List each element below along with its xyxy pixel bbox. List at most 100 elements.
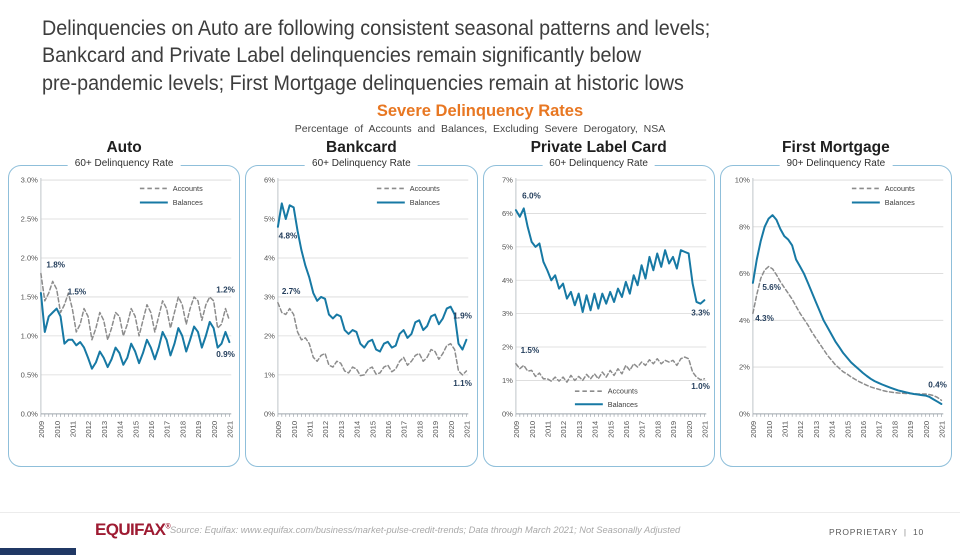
svg-text:4%: 4%: [264, 253, 275, 262]
svg-text:2015: 2015: [606, 421, 615, 438]
svg-text:2019: 2019: [906, 421, 915, 438]
svg-text:1.5%: 1.5%: [520, 346, 539, 355]
slide: { "slide": { "title_lines": [ "Delinquen…: [0, 15, 960, 555]
svg-text:6%: 6%: [264, 176, 275, 185]
chart-panel-bankcard: 60+ Delinquency Rate 0% 1% 2% 3% 4% 5% 6% 2009 2…: [245, 157, 478, 467]
svg-text:2013: 2013: [100, 421, 109, 438]
title-line: Bankcard and Private Label delinquencies…: [42, 44, 642, 68]
proprietary-label: PROPRIETARY: [828, 527, 898, 537]
svg-text:2016: 2016: [147, 421, 156, 438]
svg-text:2019: 2019: [669, 421, 678, 438]
svg-text:2014: 2014: [116, 421, 125, 438]
svg-text:5%: 5%: [264, 214, 275, 223]
svg-text:3%: 3%: [501, 309, 512, 318]
svg-text:2020: 2020: [922, 421, 931, 438]
svg-text:10%: 10%: [735, 176, 750, 185]
chart-canvas-first-mortgage: 0% 2% 4% 6% 8% 10% 2009 2010 2011 2012 2013 2014 201…: [722, 167, 950, 465]
svg-text:4.3%: 4.3%: [755, 314, 774, 323]
proprietary-block: PROPRIETARY | 10: [829, 527, 924, 537]
svg-text:2011: 2011: [69, 421, 78, 437]
svg-text:3%: 3%: [264, 292, 275, 301]
svg-text:2014: 2014: [827, 421, 836, 438]
svg-text:Accounts: Accounts: [607, 387, 637, 396]
svg-text:2011: 2011: [306, 421, 315, 437]
svg-text:4%: 4%: [501, 276, 512, 285]
svg-text:2015: 2015: [843, 421, 852, 438]
svg-text:Balances: Balances: [607, 400, 637, 409]
svg-text:2019: 2019: [194, 421, 203, 438]
svg-text:8%: 8%: [739, 222, 750, 231]
charts-heading: Severe Delinquency Rates: [376, 101, 584, 120]
svg-text:2017: 2017: [400, 421, 409, 438]
chart-canvas-private-label: 0% 1% 2% 3% 4% 5% 6% 7% 2009 2010 2011 2012 2013 2014…: [485, 167, 713, 465]
svg-text:6%: 6%: [739, 269, 750, 278]
footer: EQUIFAX® Source: Equifax: www.equifax.co…: [0, 517, 960, 551]
svg-text:2020: 2020: [447, 421, 456, 438]
svg-text:2010: 2010: [765, 421, 774, 438]
svg-text:2012: 2012: [321, 421, 330, 438]
charts-subheading: Percentage of Accounts and Balances, Exc…: [294, 122, 666, 135]
svg-text:2009: 2009: [274, 421, 283, 438]
svg-text:1.1%: 1.1%: [454, 379, 473, 388]
equifax-logo: EQUIFAX®: [95, 520, 171, 539]
svg-text:2020: 2020: [210, 421, 219, 438]
charts-heading-block: Severe Delinquency Rates Percentage of A…: [0, 102, 960, 135]
chart-first-mortgage: First Mortgage 90+ Delinquency Rate 0% 2%…: [719, 138, 952, 467]
svg-text:Balances: Balances: [173, 198, 203, 207]
chart-panel-first-mortgage: 90+ Delinquency Rate 0% 2% 4% 6% 8% 10% 2009 20…: [719, 157, 952, 467]
chart-subtitle-first-mortgage: 90+ Delinquency Rate: [779, 157, 893, 169]
svg-text:2009: 2009: [749, 421, 758, 438]
svg-text:2014: 2014: [590, 421, 599, 438]
svg-text:7%: 7%: [501, 176, 512, 185]
svg-text:2018: 2018: [890, 421, 899, 438]
svg-text:2018: 2018: [653, 421, 662, 438]
chart-subtitle-private-label: 60+ Delinquency Rate: [542, 157, 655, 169]
chart-auto: Auto 60+ Delinquency Rate 0.0% 0.5% 1.0% 1.…: [8, 139, 241, 467]
svg-text:2010: 2010: [53, 421, 62, 438]
svg-text:2%: 2%: [501, 343, 512, 352]
svg-text:2021: 2021: [937, 421, 946, 438]
svg-text:1.0%: 1.0%: [21, 331, 38, 340]
svg-text:2018: 2018: [178, 421, 187, 438]
chart-title-first-mortgage: First Mortgage: [782, 138, 890, 156]
svg-text:2010: 2010: [527, 421, 536, 438]
svg-text:0.5%: 0.5%: [21, 370, 38, 379]
svg-text:2009: 2009: [512, 421, 521, 438]
svg-text:2009: 2009: [37, 421, 46, 438]
chart-canvas-auto: 0.0% 0.5% 1.0% 1.5% 2.0% 2.5% 3.0% 2009 2010 2011…: [10, 167, 238, 465]
svg-text:1.5%: 1.5%: [21, 292, 38, 301]
svg-text:5.6%: 5.6%: [762, 283, 781, 292]
svg-text:2015: 2015: [369, 421, 378, 438]
svg-text:0%: 0%: [501, 409, 512, 418]
chart-subtitle-bankcard: 60+ Delinquency Rate: [305, 157, 418, 169]
svg-text:2016: 2016: [622, 421, 631, 438]
svg-text:1.9%: 1.9%: [454, 311, 473, 320]
svg-text:2%: 2%: [739, 363, 750, 372]
chart-title-private-label: Private Label Card: [530, 138, 667, 156]
svg-text:2011: 2011: [543, 421, 552, 437]
page-number: 10: [912, 527, 924, 537]
svg-text:2021: 2021: [463, 421, 472, 438]
svg-text:2021: 2021: [226, 421, 235, 438]
svg-text:3.0%: 3.0%: [21, 176, 38, 185]
svg-text:2010: 2010: [290, 421, 299, 438]
svg-text:1.5%: 1.5%: [68, 287, 87, 296]
svg-text:6%: 6%: [501, 209, 512, 218]
svg-text:0.4%: 0.4%: [928, 381, 947, 390]
title-line: pre-pandemic levels; First Mortgage deli…: [42, 71, 684, 95]
svg-text:2021: 2021: [700, 421, 709, 438]
chart-title-bankcard: Bankcard: [326, 138, 397, 156]
charts-row: Auto 60+ Delinquency Rate 0.0% 0.5% 1.0% 1.…: [8, 139, 952, 467]
footer-accent-bar: [0, 548, 76, 555]
svg-text:2012: 2012: [84, 421, 93, 438]
svg-text:5%: 5%: [501, 242, 512, 251]
svg-text:2012: 2012: [559, 421, 568, 438]
title-line: Delinquencies on Auto are following cons…: [42, 17, 711, 40]
svg-text:0%: 0%: [739, 409, 750, 418]
svg-text:Accounts: Accounts: [410, 184, 440, 193]
svg-text:2017: 2017: [163, 421, 172, 438]
svg-text:1%: 1%: [501, 376, 512, 385]
svg-text:4%: 4%: [739, 316, 750, 325]
svg-text:0.9%: 0.9%: [216, 350, 235, 359]
svg-text:1.0%: 1.0%: [691, 382, 710, 391]
